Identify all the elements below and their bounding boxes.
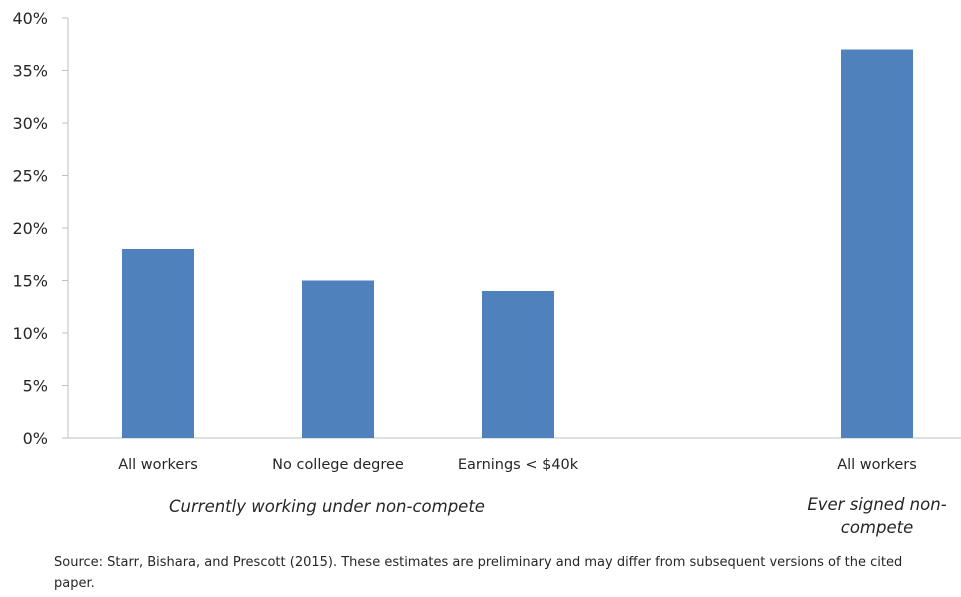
y-tick-label: 20% [12, 219, 48, 238]
y-tick-label: 10% [12, 324, 48, 343]
group-label: Ever signed non-compete [807, 495, 946, 537]
group-label-line: compete [841, 518, 914, 537]
x-category-label: All workers [837, 457, 917, 473]
bar [122, 249, 194, 438]
source-note: Source: Starr, Bishara, and Prescott (20… [54, 555, 903, 591]
bar [302, 280, 374, 438]
group-label: Currently working under non-compete [169, 497, 485, 516]
group-label-line: Ever signed non- [807, 495, 946, 514]
bar [841, 49, 913, 438]
x-category-label: Earnings < $40k [458, 457, 579, 473]
y-axis-ticks: 0% 5% 10% 15% 20% 25% 30% 35% 40% [12, 9, 68, 448]
category-labels: All workers No college degree Earnings < $… [118, 457, 917, 473]
y-tick-label: 15% [12, 272, 48, 291]
y-tick-label: 25% [12, 167, 48, 186]
x-category-label: No college degree [272, 457, 404, 473]
bar [482, 291, 554, 438]
y-tick-label: 0% [23, 429, 48, 448]
y-tick-label: 5% [23, 377, 48, 396]
y-tick-label: 40% [12, 9, 48, 28]
x-category-label: All workers [118, 457, 198, 473]
y-tick-label: 35% [12, 62, 48, 81]
group-labels: Currently working under non-compete Ever … [169, 495, 947, 537]
bars [122, 49, 913, 438]
y-tick-label: 30% [12, 114, 48, 133]
